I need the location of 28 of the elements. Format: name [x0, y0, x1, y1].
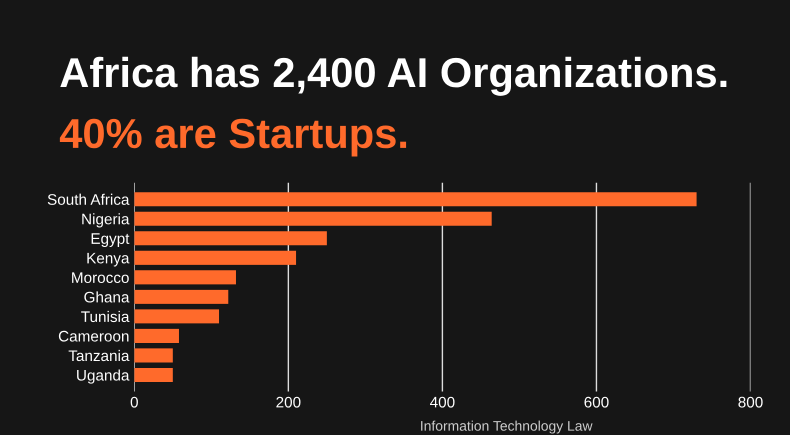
y-tick-label: Morocco — [72, 272, 129, 284]
x-tick-label: 400 — [430, 396, 455, 408]
bar — [134, 348, 173, 362]
chart-title: Africa has 2,400 AI Organizations. — [60, 56, 726, 96]
y-tick-label: Kenya — [87, 252, 130, 267]
y-tick-label: Ghana — [84, 291, 130, 303]
bar — [134, 250, 296, 265]
y-tick-label: Uganda — [77, 369, 130, 384]
bar — [134, 212, 492, 226]
y-tick-label: Tunisia — [81, 310, 130, 322]
bar — [134, 328, 179, 343]
y-tick-label: Egypt — [92, 233, 130, 247]
y-tick-label: Nigeria — [82, 213, 130, 228]
bar — [134, 290, 228, 304]
y-tick-label: South Africa — [48, 194, 130, 205]
x-tick-label: 600 — [584, 396, 609, 408]
y-tick-label: Tanzania — [68, 350, 130, 362]
bar — [134, 231, 327, 246]
bar — [134, 192, 697, 206]
x-tick-label: 0 — [130, 396, 138, 408]
y-tick-label: Cameroon — [58, 330, 128, 342]
bar — [134, 270, 236, 284]
x-tick-label: 800 — [738, 396, 763, 408]
bar — [134, 309, 220, 324]
text: Information Technology Law — [421, 420, 593, 434]
x-tick-label: 200 — [276, 396, 300, 408]
bar — [134, 368, 173, 382]
chart-subtitle: 40% are Startups. — [60, 118, 406, 157]
